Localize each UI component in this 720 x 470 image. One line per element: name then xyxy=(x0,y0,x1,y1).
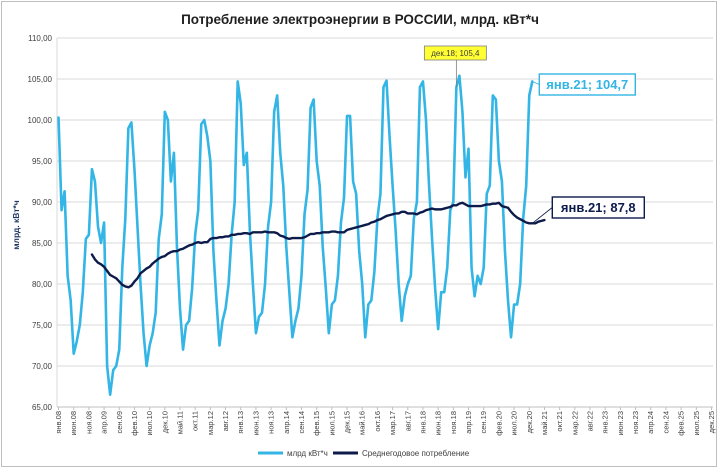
x-tick-label: мар.17 xyxy=(388,411,397,435)
legend-label-series-0: млрд кВт*ч xyxy=(287,449,328,458)
y-tick-label: 70,00 xyxy=(32,362,53,371)
x-tick-label: янв.23 xyxy=(601,411,610,434)
y-tick-label: 105,00 xyxy=(28,75,53,84)
x-tick-label: авг.12 xyxy=(221,411,230,431)
x-tick-label: сен.24 xyxy=(661,411,670,434)
series-line-1 xyxy=(90,201,546,289)
chart-title: Потребление электроэнергии в РОССИИ, млр… xyxy=(181,12,539,27)
annotation-label: янв.21; 87,8 xyxy=(561,200,636,215)
x-tick-label: апр.14 xyxy=(282,411,291,434)
x-tick-label: июн.08 xyxy=(69,411,78,435)
y-tick-label: 95,00 xyxy=(32,157,53,166)
y-axis-label: млрд. кВт*ч xyxy=(11,200,21,250)
y-tick-label: 80,00 xyxy=(32,280,53,289)
x-tick-label: фев.20 xyxy=(494,411,503,436)
x-tick-label: ноя.18 xyxy=(449,411,458,434)
x-tick-label: июл.20 xyxy=(510,411,519,435)
annotation-box xyxy=(538,73,636,96)
y-tick-label: 100,00 xyxy=(28,116,53,125)
x-tick-label: мар.12 xyxy=(206,411,215,435)
y-axis-ticks: 65,00 70,00 75,00 80,00 85,00 90,00 95,00 100,0… xyxy=(28,34,53,412)
legend-label-series-1: Среднегодовое потребление xyxy=(362,449,470,458)
x-tick-label: янв.13 xyxy=(236,411,245,434)
x-tick-label: окт.21 xyxy=(555,411,564,432)
x-tick-label: май.16 xyxy=(358,411,367,435)
x-tick-label: ноя.13 xyxy=(267,411,276,434)
x-tick-label: июн.13 xyxy=(251,411,260,435)
y-tick-label: 90,00 xyxy=(32,198,53,207)
x-tick-label: фев.10 xyxy=(130,411,139,436)
x-tick-label: янв.18 xyxy=(418,411,427,434)
x-tick-label: апр.24 xyxy=(646,411,655,434)
x-tick-label: фев.15 xyxy=(312,411,321,436)
annotation-label: янв.21; 104,7 xyxy=(546,77,628,92)
series-layer xyxy=(57,74,546,397)
annotation-1: янв.21; 104,7 xyxy=(532,73,636,96)
x-tick-label: ноя.23 xyxy=(631,411,640,434)
y-tick-label: 75,00 xyxy=(32,321,53,330)
annotation-box xyxy=(423,45,487,61)
x-tick-label: дек.10 xyxy=(160,411,169,433)
x-tick-label: июл.15 xyxy=(327,411,336,435)
annotations: дек.18; 105,4 янв.21; 104,7 янв.21; 87,8 xyxy=(423,45,645,224)
x-tick-label: апр.09 xyxy=(100,411,109,434)
x-tick-label: апр.19 xyxy=(464,411,473,434)
x-tick-label: ноя.08 xyxy=(84,411,93,434)
x-axis-ticks: янв.08 июн.08 ноя.08 апр.09 сен.09 фев.10 июл.… xyxy=(54,411,716,436)
x-tick-label: май.21 xyxy=(540,411,549,435)
y-tick-label: 85,00 xyxy=(32,239,53,248)
legend: млрд кВт*ч Среднегодовое потребление xyxy=(258,449,470,458)
x-tick-label: июн.18 xyxy=(434,411,443,435)
x-tick-label: июл.25 xyxy=(692,411,701,435)
y-tick-label: 110,00 xyxy=(28,34,52,43)
x-tick-label: авг.17 xyxy=(403,411,412,431)
x-tick-label: июн.23 xyxy=(616,411,625,435)
annotation-2: янв.21; 87,8 xyxy=(532,196,645,224)
series-line-0 xyxy=(57,74,534,397)
annotation-leader xyxy=(532,207,553,224)
x-tick-label: дек.15 xyxy=(343,411,352,433)
y-tick-label: 65,00 xyxy=(32,403,53,412)
x-tick-label: янв.08 xyxy=(54,411,63,434)
x-tick-label: май.11 xyxy=(176,411,185,434)
annotation-box xyxy=(551,196,645,219)
x-tick-label: мар.22 xyxy=(570,411,579,435)
x-tick-label: окт.16 xyxy=(373,411,382,432)
annotation-0: дек.18; 105,4 xyxy=(423,45,487,88)
x-tick-label: сен.19 xyxy=(479,411,488,434)
x-tick-label: окт.11 xyxy=(191,411,200,431)
annotation-leader xyxy=(532,81,540,85)
x-tick-label: дек.25 xyxy=(707,411,716,433)
x-tick-label: дек.20 xyxy=(525,411,534,433)
x-tick-label: сен.14 xyxy=(297,411,306,434)
x-tick-label: сен.09 xyxy=(115,411,124,434)
annotation-label: дек.18; 105,4 xyxy=(431,49,480,58)
x-tick-label: июл.10 xyxy=(145,411,154,435)
x-tick-label: фев.25 xyxy=(677,411,686,436)
x-tick-label: авг.22 xyxy=(586,411,595,431)
